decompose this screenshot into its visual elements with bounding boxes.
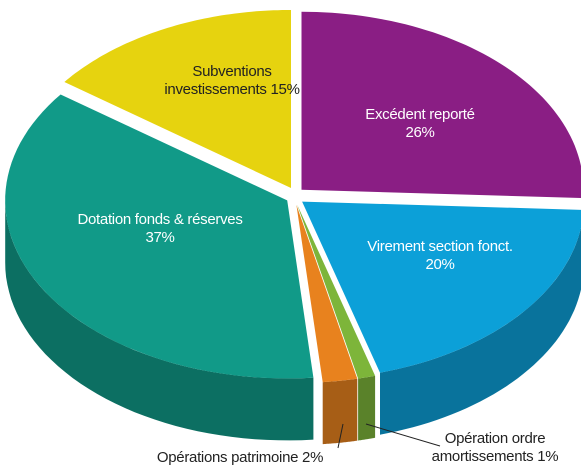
value-label: 1%	[537, 448, 559, 465]
pie-side	[5, 200, 314, 441]
slice-label: Subventions investissements 15%	[152, 63, 312, 99]
pie-slice	[64, 10, 292, 188]
leader-line	[365, 423, 441, 447]
value-label: 37%	[145, 229, 175, 246]
pie-slice	[301, 11, 581, 199]
slice-label: Opérations patrimoine 2%	[130, 449, 350, 467]
value-label: 2%	[302, 449, 324, 466]
slice-label: Virement section fonct. 20%	[350, 238, 530, 274]
value-label: 15%	[270, 81, 300, 98]
value-label: 26%	[405, 124, 435, 141]
category-label: Dotation fonds & réserves	[77, 211, 243, 228]
pie-slice	[297, 204, 376, 379]
slice-label: Opération ordre amortissements 1%	[420, 430, 570, 466]
category-label: Subventions investissements	[164, 63, 272, 98]
slice-label: Excédent reporté 26%	[330, 106, 510, 142]
pie-slice	[302, 201, 581, 373]
category-label: Virement section fonct.	[367, 238, 513, 255]
category-label: Opérations patrimoine	[156, 449, 299, 466]
leader-line	[337, 423, 344, 449]
pie-slice	[296, 204, 358, 383]
value-label: 20%	[425, 256, 455, 273]
slice-label: Dotation fonds & réserves 37%	[40, 211, 280, 247]
category-label: Opération ordre amortissements	[431, 430, 546, 465]
pie-tops	[5, 10, 581, 383]
pie-side	[358, 375, 376, 441]
pie-side	[322, 378, 358, 445]
pie-slice	[5, 94, 314, 379]
pie-sides	[5, 200, 581, 445]
category-label: Excédent reporté	[365, 106, 475, 123]
pie-side	[380, 227, 581, 435]
